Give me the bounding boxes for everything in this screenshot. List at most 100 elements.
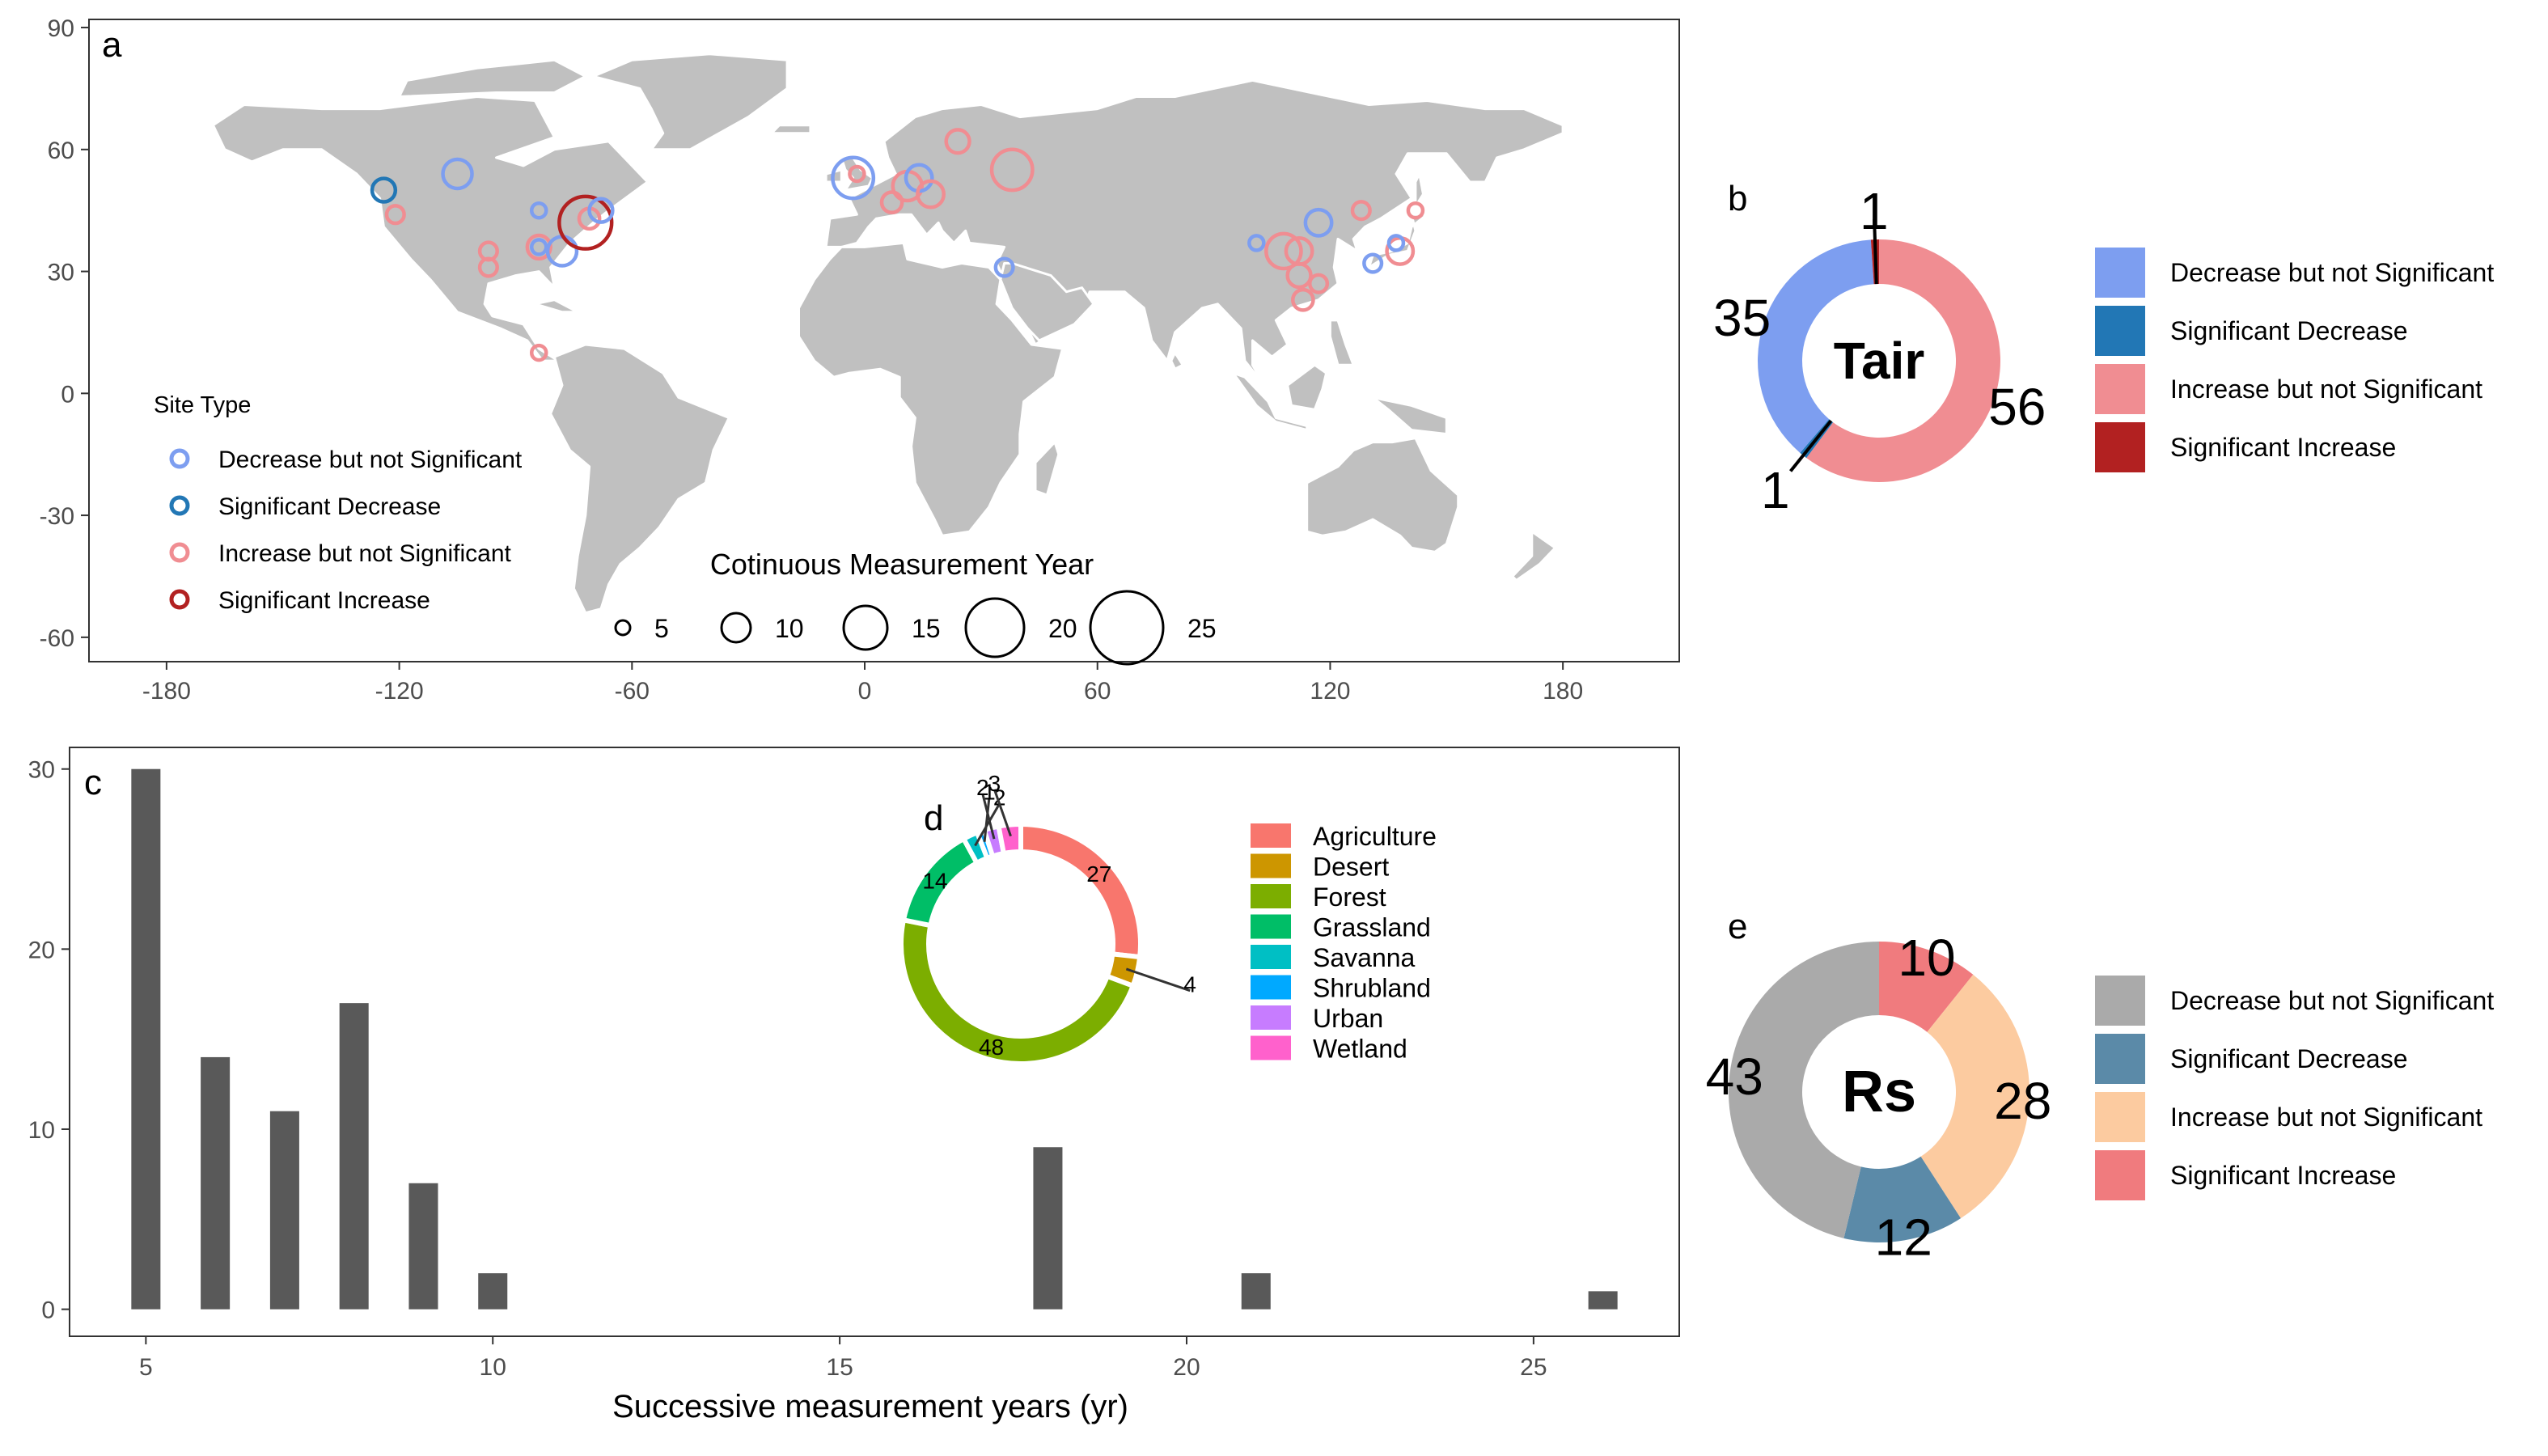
landcover-legend-label: Wetland xyxy=(1313,1035,1407,1064)
land-masses xyxy=(211,53,1564,615)
map-y-tick-label: 0 xyxy=(61,381,74,408)
donut-slice xyxy=(996,821,1023,857)
panel-a-label: a xyxy=(102,25,122,65)
site-point-increase-ns xyxy=(1406,201,1425,220)
donut-slice xyxy=(1806,239,2001,482)
map-panel: -180 -120 -60 0 60 120 180 90 60 30 0 -30 -60 a Site… xyxy=(40,15,1680,705)
landcover-legend-key xyxy=(1251,1035,1291,1060)
size-legend-label: 5 xyxy=(654,614,669,643)
landcover-legend-label: Desert xyxy=(1313,853,1389,882)
land-philippines xyxy=(1328,319,1355,366)
landcover-legend-label: Forest xyxy=(1313,882,1386,912)
land-new-guinea xyxy=(1371,396,1448,436)
bar-x-tick-label: 15 xyxy=(826,1354,853,1381)
site-point-increase-ns xyxy=(529,343,548,362)
map-x-tick-label: -180 xyxy=(142,678,191,705)
map-x-tick-label: 120 xyxy=(1310,678,1350,705)
map-axes: -180 -120 -60 0 60 120 180 90 60 30 0 -30 -60 xyxy=(40,15,1584,705)
land-new-zealand xyxy=(1511,530,1557,582)
landcover-legend: AgricultureDesertForestGrasslandSavannaS… xyxy=(1251,822,1437,1064)
land-arctic-islands xyxy=(398,58,587,98)
rs-slice-value: 10 xyxy=(1898,929,1955,987)
landcover-legend-label: Shrubland xyxy=(1313,974,1431,1003)
site-point-decrease-ns xyxy=(831,155,876,201)
site-point-increase-ns xyxy=(879,190,904,214)
tair-slice-value: 56 xyxy=(1988,378,2046,436)
landcover-leader-line xyxy=(981,793,996,840)
land-borneo xyxy=(1286,363,1328,411)
landcover-slice-label: 14 xyxy=(922,868,947,893)
site-point-decrease-sig xyxy=(370,176,398,204)
map-x-tick-label: 0 xyxy=(858,678,872,705)
map-y-tick-label: 60 xyxy=(48,138,74,164)
site-point-increase-ns xyxy=(525,233,552,261)
tair-legend-label: Significant Increase xyxy=(2170,433,2396,462)
size-legend: Cotinuous Measurement Year 5 10 15 20 25 xyxy=(614,548,1217,666)
bar xyxy=(131,768,161,1310)
bars xyxy=(131,768,1618,1310)
bar xyxy=(1588,1291,1618,1310)
rs-legend-key xyxy=(2095,976,2145,1026)
tair-leader-line xyxy=(1873,219,1878,285)
bar-x-tick-label: 10 xyxy=(480,1354,506,1381)
land-sakhalin xyxy=(1414,172,1424,208)
panel-c-label: c xyxy=(84,763,102,802)
map-x-tick-label: -60 xyxy=(615,678,650,705)
site-legend-label: Increase but not Significant xyxy=(218,540,512,567)
landcover-legend-label: Grassland xyxy=(1313,913,1431,942)
landcover-slice-label: 27 xyxy=(1086,861,1111,887)
landcover-legend-label: Savanna xyxy=(1313,943,1416,972)
rs-legend-key xyxy=(2095,1150,2145,1200)
bar-x-tick-label: 20 xyxy=(1173,1354,1200,1381)
map-y-tick-label: 30 xyxy=(48,260,74,286)
site-point-increase-ns xyxy=(1291,287,1315,312)
donut-slice xyxy=(1729,942,1879,1238)
land-cuba xyxy=(533,298,579,314)
bar xyxy=(1033,1147,1063,1310)
site-point-decrease-ns xyxy=(1247,234,1266,252)
landcover-slice-label: 2 xyxy=(976,775,989,800)
rs-legend-key xyxy=(2095,1092,2145,1142)
landcover-legend-key xyxy=(1251,884,1291,908)
bar xyxy=(408,1183,438,1310)
site-point-decrease-ns xyxy=(587,197,615,224)
landcover-leader-line xyxy=(1125,967,1191,993)
bar xyxy=(269,1111,299,1310)
bar-axes: 5 10 15 20 25 0 10 20 30 xyxy=(28,757,1547,1381)
rs-legend-label: Significant Decrease xyxy=(2170,1044,2407,1073)
site-point-decrease-ns xyxy=(993,256,1015,278)
site-point-increase-ns xyxy=(1350,200,1372,222)
site-point-decrease-ns xyxy=(1386,234,1406,252)
site-legend-key xyxy=(169,542,190,563)
landcover-legend-label: Agriculture xyxy=(1313,822,1437,851)
rs-slice-value: 28 xyxy=(1994,1072,2051,1130)
bar-panel: 5 10 15 20 25 0 10 20 30 c Successive measuremen… xyxy=(28,747,1680,1424)
donut-slice xyxy=(1758,239,1874,453)
map-x-tick-label: -120 xyxy=(375,678,424,705)
size-legend-key xyxy=(964,597,1026,658)
land-madagascar xyxy=(1034,441,1060,497)
site-point-decrease-ns xyxy=(1303,207,1334,238)
map-x-tick-label: 60 xyxy=(1084,678,1111,705)
bar xyxy=(1241,1273,1271,1310)
site-point-increase-ns xyxy=(848,164,866,184)
tair-legend-key xyxy=(2095,248,2145,298)
landcover-legend-key xyxy=(1251,945,1291,969)
tair-legend-label: Decrease but not Significant xyxy=(2170,258,2494,287)
land-europe-asia xyxy=(824,78,1564,387)
size-legend-label: 25 xyxy=(1187,614,1217,643)
site-legend-key xyxy=(169,589,190,610)
panel-b-label: b xyxy=(1728,179,1747,218)
land-greenland xyxy=(591,53,789,151)
land-north-america xyxy=(211,95,649,362)
landcover-leader-line xyxy=(993,789,1012,837)
site-legend-label: Significant Decrease xyxy=(218,493,441,520)
tair-center-label: Tair xyxy=(1834,332,1925,390)
bar-x-tick-label: 25 xyxy=(1520,1354,1547,1381)
site-point-increase-ns xyxy=(989,147,1035,193)
rs-center-label: Rs xyxy=(1842,1060,1916,1124)
bar xyxy=(478,1273,508,1310)
rs-legend-label: Significant Increase xyxy=(2170,1161,2396,1190)
